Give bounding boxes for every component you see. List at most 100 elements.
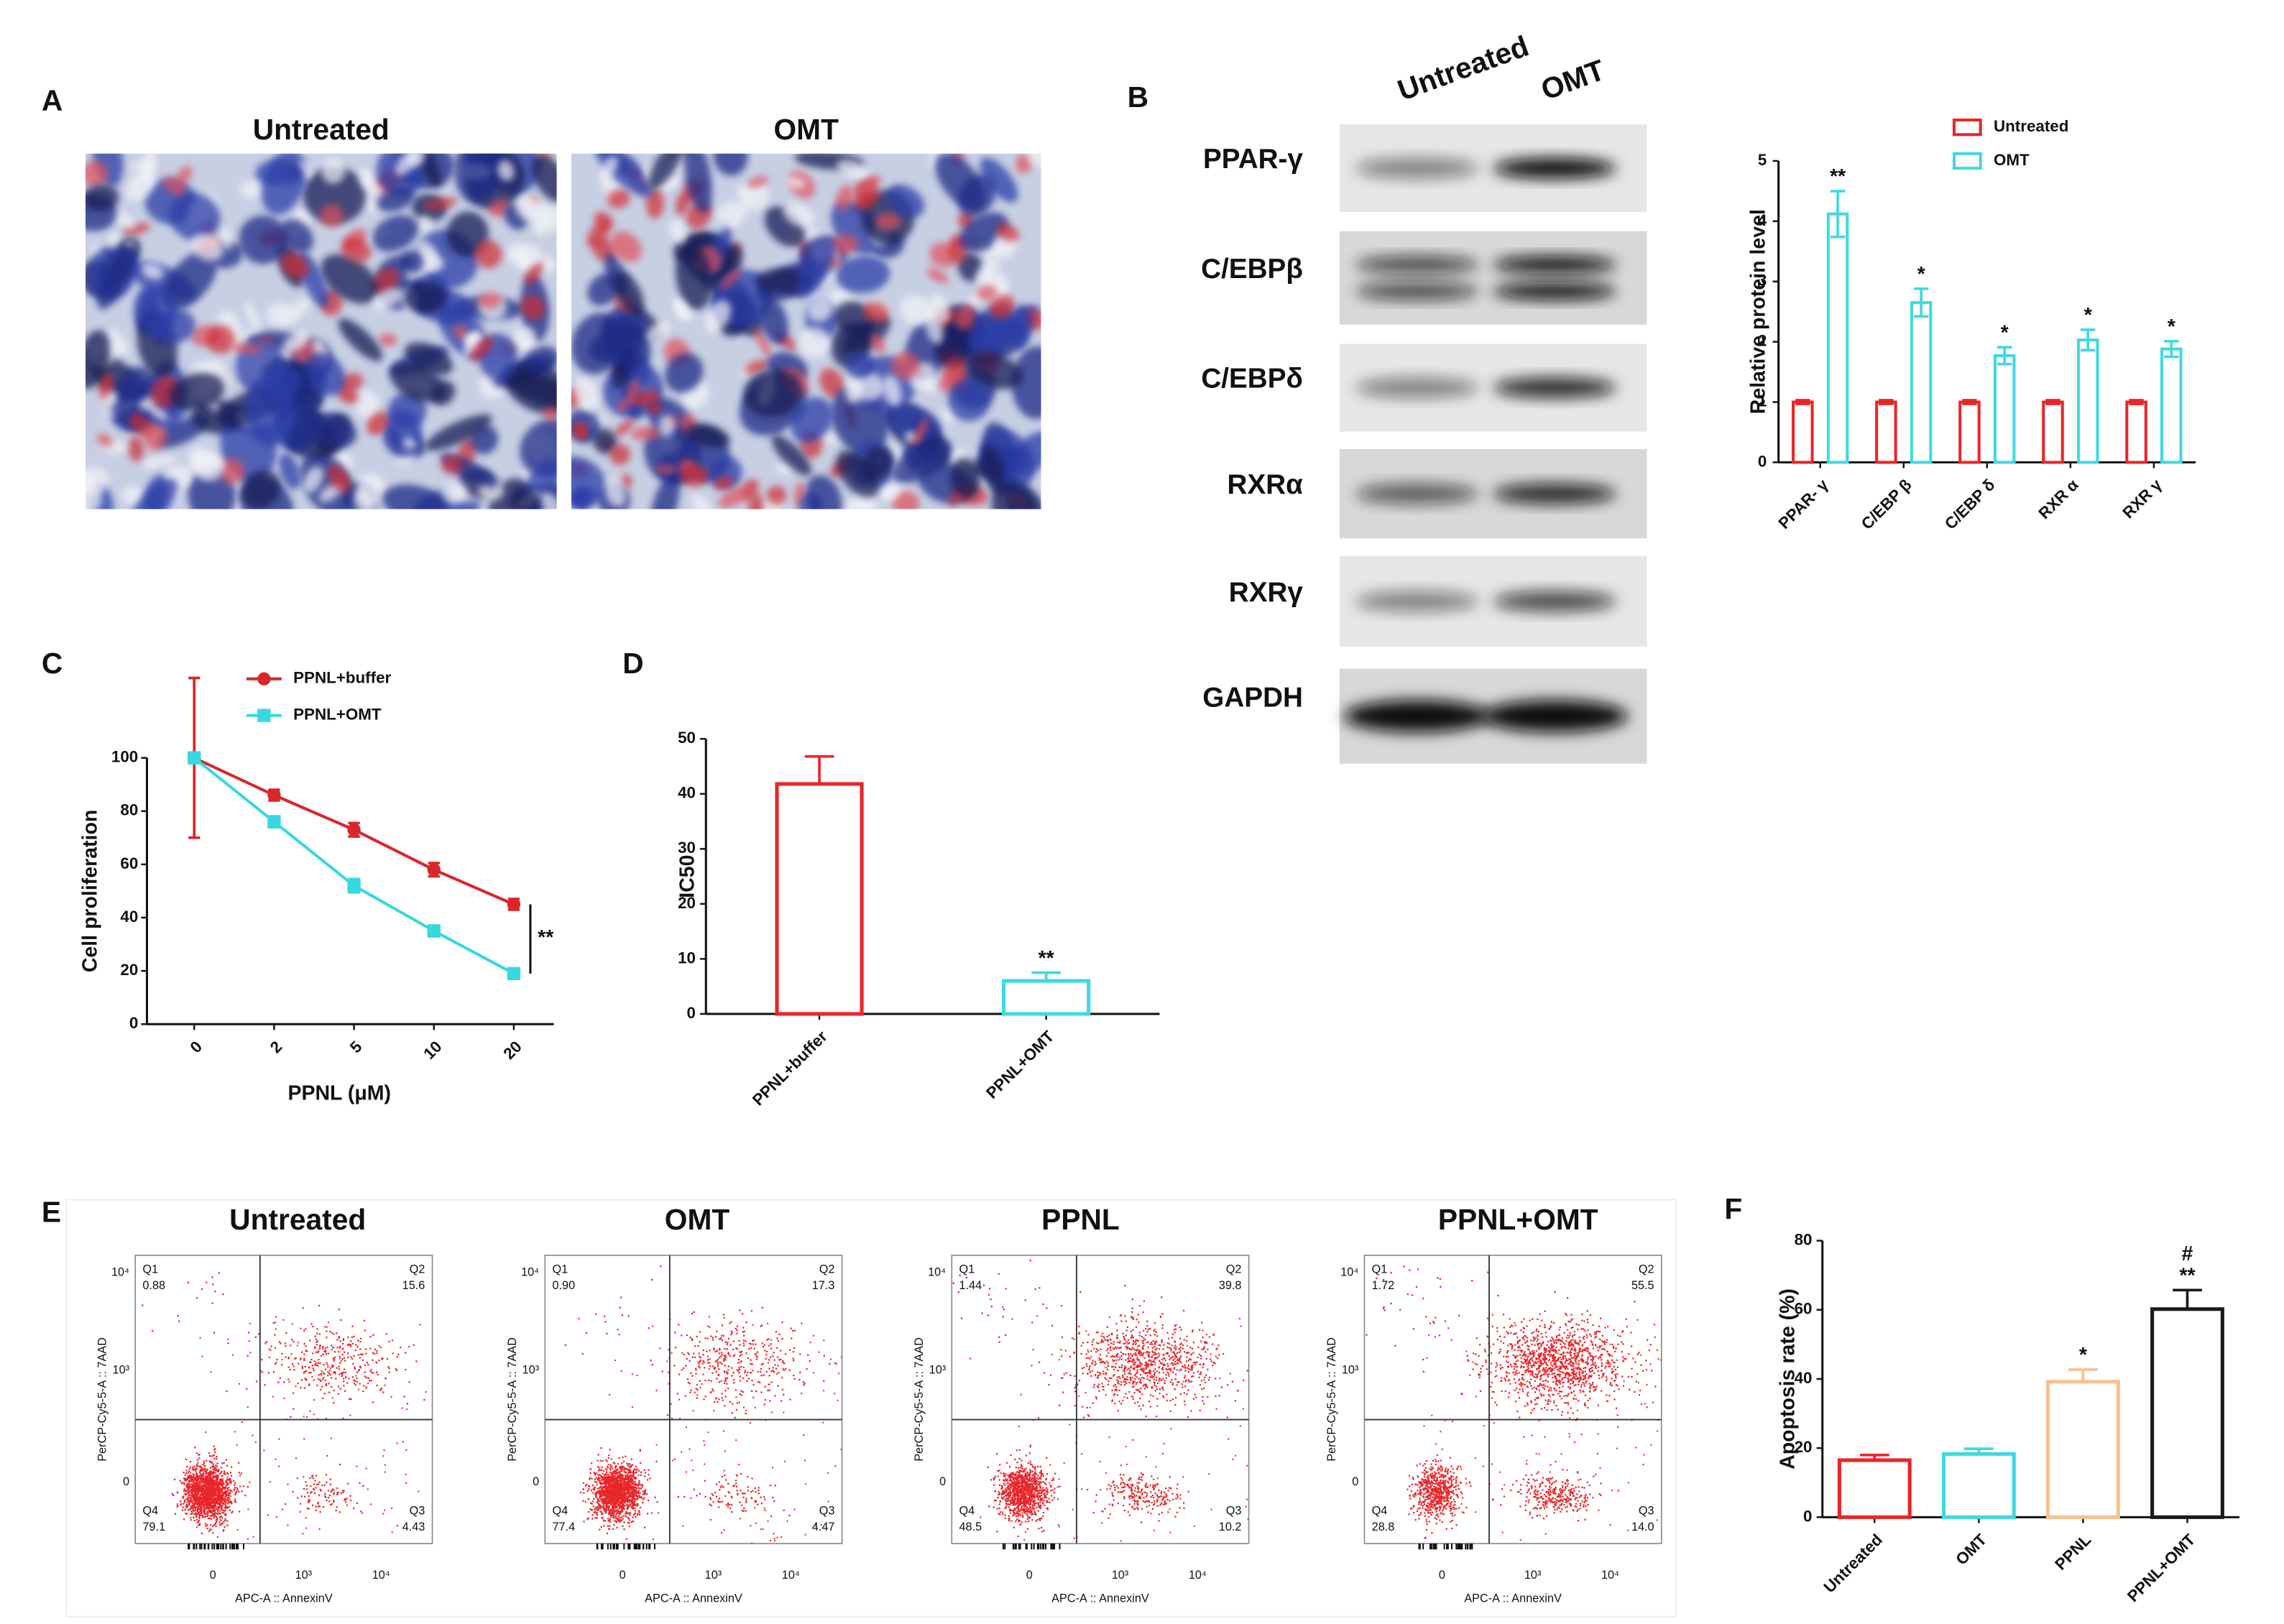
y-tick-label: 0	[1803, 1507, 1812, 1525]
stain-blob	[743, 369, 802, 417]
y-axis-label: PerCP-Cy5-5-A :: 7AAD	[913, 1337, 926, 1462]
legend-marker	[257, 709, 271, 722]
x-axis-label: APC-A :: AnnexinV	[235, 1592, 333, 1605]
stain-blob	[129, 478, 178, 509]
stain-blob	[790, 397, 834, 443]
significance-label: *	[2001, 321, 2009, 344]
stain-blob	[104, 391, 118, 408]
stain-blob	[862, 175, 882, 188]
stain-blob	[321, 254, 379, 304]
blot-band	[1355, 256, 1479, 274]
stain-blob	[477, 292, 502, 308]
stain-blob	[377, 186, 415, 212]
stain-blob	[974, 258, 1000, 284]
bar	[1002, 979, 1091, 1016]
x-tick-label: OMT	[1952, 1531, 1990, 1569]
quadrant-name: Q4	[1372, 1505, 1388, 1518]
stain-blob	[359, 175, 387, 201]
stain-blob	[654, 464, 677, 474]
stain-blob	[283, 332, 309, 352]
stain-blob	[836, 256, 890, 293]
blot-strip	[1339, 231, 1647, 325]
stain-blob	[759, 297, 788, 344]
stain-blob	[354, 389, 380, 420]
bar	[2076, 338, 2099, 464]
stain-blob	[574, 422, 586, 436]
stain-blob	[748, 494, 764, 509]
stain-blob	[683, 153, 712, 213]
blot-band	[1493, 377, 1616, 398]
panel-label: E	[42, 1196, 61, 1229]
stain-blob	[571, 456, 607, 508]
significance-label: *	[2168, 315, 2176, 338]
y-tick-label: 10³	[1342, 1364, 1359, 1377]
bar	[1875, 400, 1897, 464]
significance-label: *	[1917, 263, 1926, 286]
stain-blob	[807, 297, 833, 322]
stain-blob	[912, 418, 929, 448]
x-tick-label: 0	[1026, 1569, 1033, 1582]
quadrant-name: Q2	[1226, 1263, 1242, 1276]
stain-blob	[85, 482, 102, 509]
image-title: Untreated	[253, 113, 390, 146]
stain-blob	[664, 353, 704, 393]
blot-band	[1493, 483, 1616, 504]
stain-blob	[531, 154, 557, 202]
stain-blob	[382, 484, 448, 509]
stain-blob	[403, 281, 447, 314]
x-tick-label: 10³	[1524, 1569, 1542, 1582]
stain-blob	[691, 494, 715, 509]
x-tick-label: 10³	[295, 1569, 313, 1582]
micrograph	[85, 153, 557, 509]
plot-title: PPNL	[1041, 1203, 1120, 1236]
stain-blob	[885, 405, 941, 442]
stain-blob	[418, 250, 444, 270]
stain-blob	[354, 488, 375, 509]
x-tick-label: PPNL+OMT	[2124, 1531, 2198, 1605]
bar	[1958, 400, 1981, 464]
bar	[2160, 347, 2183, 464]
stain-blob	[742, 182, 770, 211]
x-tick-label: PPAR- γ	[1775, 476, 1832, 532]
quadrant-name: Q2	[1639, 1263, 1654, 1276]
quadrant-name: Q1	[552, 1263, 568, 1276]
stain-blob	[245, 374, 295, 446]
stain-blob	[891, 439, 952, 484]
stain-blob	[169, 372, 225, 411]
stain-blob	[830, 234, 859, 254]
stain-blob	[474, 239, 502, 269]
stain-blob	[303, 167, 367, 224]
stain-blob	[991, 482, 1041, 509]
quadrant-name: Q3	[1639, 1505, 1654, 1518]
stain-blob	[886, 184, 925, 218]
quadrant-name: Q3	[1226, 1505, 1242, 1518]
stain-blob	[633, 389, 660, 407]
stain-blob	[107, 231, 120, 249]
stain-blob	[883, 375, 902, 407]
stain-blob	[142, 458, 157, 469]
series-line	[193, 757, 515, 975]
blot-band	[1355, 591, 1479, 612]
quadrant-value: 39.8	[1219, 1279, 1242, 1292]
x-tick-label: 2	[267, 1038, 285, 1056]
stain-blob	[673, 298, 689, 322]
blot-band	[1481, 700, 1628, 733]
stain-blob	[587, 273, 620, 306]
stain-blob	[143, 423, 167, 451]
stain-blob	[147, 403, 168, 422]
significance-label: **	[2179, 1265, 2196, 1288]
y-tick-label: 10	[678, 949, 696, 966]
x-tick-label: 10	[420, 1038, 445, 1063]
stain-blob	[221, 226, 232, 251]
quadrant-name: Q1	[959, 1263, 975, 1276]
legend-marker	[257, 672, 271, 686]
significance-label: **	[538, 926, 554, 949]
plot-title: Untreated	[229, 1203, 366, 1236]
stain-blob	[520, 418, 557, 478]
significance-label: *	[2079, 1344, 2088, 1367]
y-tick-label: 20	[678, 894, 696, 912]
stain-blob	[785, 176, 806, 189]
stain-blob	[719, 268, 742, 290]
stain-blob	[395, 153, 419, 176]
quadrant-name: Q1	[1372, 1263, 1388, 1276]
